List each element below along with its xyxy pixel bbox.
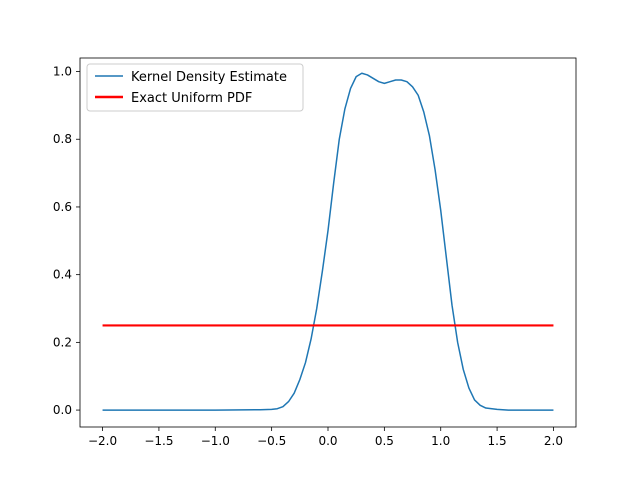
series-line-0 (102, 72, 554, 411)
plot-frame (79, 57, 577, 428)
axes: −2.0 −1.5 −1.0 −0.5 0.0 0.5 1.0 1.5 2.0 0.0 0.2 0.4… (53, 57, 577, 448)
legend-label: Kernel Density Estimate (131, 70, 287, 85)
legend-label: Exact Uniform PDF (131, 91, 252, 106)
x-tick-label: 0.5 (375, 434, 394, 448)
y-tick-label: 0.2 (53, 335, 72, 349)
series-group (102, 72, 554, 411)
y-tick-label: 0.6 (53, 200, 72, 214)
x-tick-label: 0.0 (318, 434, 337, 448)
x-tick-label: −2.0 (88, 434, 117, 448)
x-tick-label: 2.0 (544, 434, 563, 448)
legend: Kernel Density Estimate Exact Uniform PDF (86, 63, 304, 112)
x-tick-label: 1.0 (431, 434, 450, 448)
y-tick-label: 0.8 (53, 132, 72, 146)
y-tick-label: 0.4 (53, 268, 72, 282)
y-tick-label: 1.0 (53, 65, 72, 79)
legend-box (86, 63, 304, 112)
x-tick-label: −1.0 (201, 434, 230, 448)
y-tick-label: 0.0 (53, 403, 72, 417)
x-tick-label: −1.5 (144, 434, 173, 448)
x-tick-label: −0.5 (257, 434, 286, 448)
x-tick-label: 1.5 (488, 434, 507, 448)
